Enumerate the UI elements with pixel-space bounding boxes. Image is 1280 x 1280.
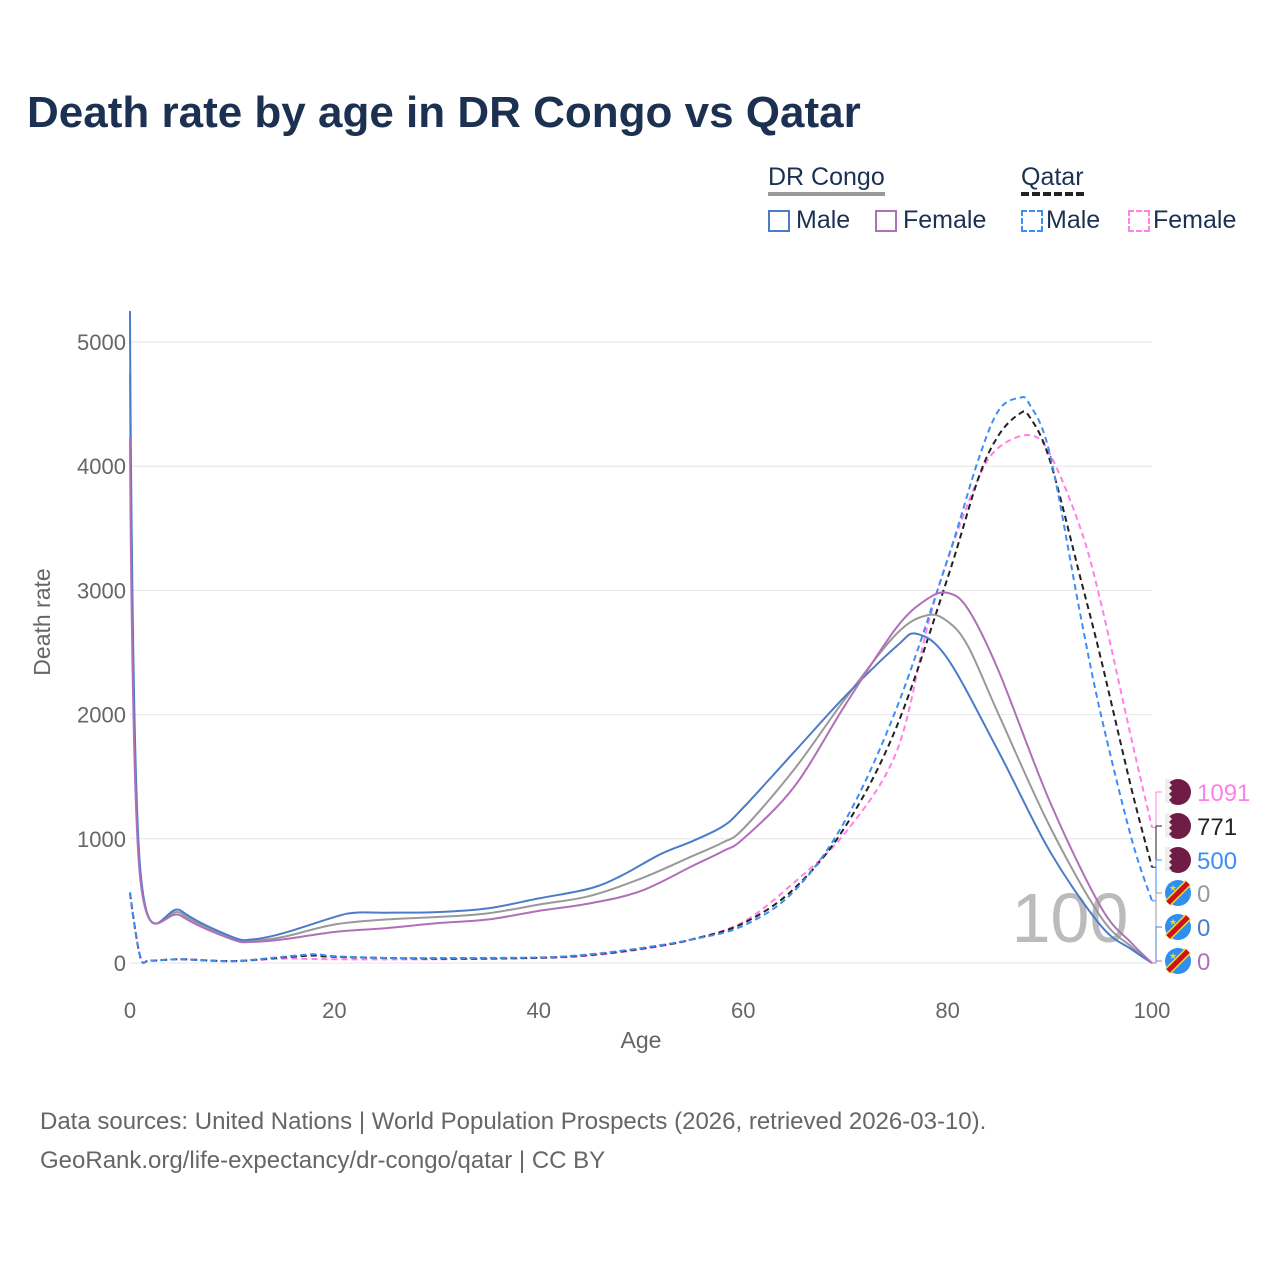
qatar-flag-stripe: [1165, 847, 1172, 871]
footer-link[interactable]: GeoRank.org/life-expectancy/dr-congo/qat…: [40, 1147, 606, 1174]
end-label-connector: [1152, 926, 1162, 964]
legend-swatch: [875, 210, 897, 232]
legend-label: Female: [903, 206, 987, 234]
legend-qatar-male[interactable]: Male: [1021, 206, 1100, 235]
flag-star: ★: [1169, 917, 1177, 927]
legend-swatch: [768, 210, 790, 232]
legend-group-dr-congo: DR Congo: [768, 163, 885, 196]
y-tick-label: 3000: [77, 578, 126, 603]
year-watermark: 100: [1012, 879, 1129, 957]
legend-swatch: [1128, 210, 1150, 232]
series-line-qatar-male: [129, 395, 1153, 964]
end-label-connector: [1152, 960, 1162, 964]
x-tick-label: 20: [322, 998, 346, 1023]
flag-star: ★: [1169, 951, 1177, 961]
flag-stripe-red: [1166, 881, 1190, 905]
end-value-label: 1091: [1197, 780, 1250, 807]
y-tick-label: 4000: [77, 454, 126, 479]
y-tick-label: 1000: [77, 827, 126, 852]
x-tick-label: 100: [1134, 998, 1171, 1023]
flag-stripe-red: [1166, 949, 1190, 973]
legend-qatar-female[interactable]: Female: [1128, 206, 1236, 235]
y-tick-label: 5000: [77, 330, 126, 355]
y-tick-label: 0: [114, 951, 126, 976]
flag-stripe-red: [1166, 915, 1190, 939]
series-line-dr-congo-total: [129, 373, 1153, 964]
chart-title: Death rate by age in DR Congo vs Qatar: [27, 88, 861, 137]
legend-drc-female[interactable]: Female: [875, 206, 986, 235]
legend-label: Male: [1046, 206, 1101, 234]
series-line-dr-congo-male: [129, 310, 1153, 964]
x-axis-label: Age: [621, 1027, 662, 1053]
legend-label: Male: [796, 206, 851, 234]
y-tick-label: 2000: [77, 703, 126, 728]
x-tick-label: 60: [731, 998, 755, 1023]
legend-label: Female: [1153, 206, 1237, 234]
end-value-label: 771: [1197, 814, 1237, 841]
series-line-dr-congo-female: [129, 437, 1153, 964]
series-line-qatar-female: [129, 434, 1153, 964]
legend-drc-male[interactable]: Male: [768, 206, 850, 235]
end-label-connector: [1152, 825, 1162, 868]
qatar-flag-stripe: [1165, 813, 1172, 837]
x-tick-label: 40: [527, 998, 551, 1023]
series-line-qatar-total: [129, 410, 1153, 964]
end-value-label: 0: [1197, 915, 1210, 942]
end-label-connector: [1152, 791, 1162, 828]
end-label-connector: [1152, 859, 1162, 902]
flag-star: ★: [1169, 883, 1177, 893]
x-tick-label: 0: [124, 998, 136, 1023]
end-value-label: 0: [1197, 881, 1210, 908]
end-value-label: 500: [1197, 848, 1237, 875]
end-value-label: 0: [1197, 949, 1210, 976]
end-label-connector: [1152, 892, 1162, 964]
y-axis-label: Death rate: [29, 568, 55, 675]
legend-group-qatar: Qatar: [1021, 163, 1084, 196]
qatar-flag-stripe: [1165, 779, 1172, 803]
legend-swatch: [1021, 210, 1043, 232]
x-tick-label: 80: [935, 998, 959, 1023]
footer-sources: Data sources: United Nations | World Pop…: [40, 1108, 987, 1135]
